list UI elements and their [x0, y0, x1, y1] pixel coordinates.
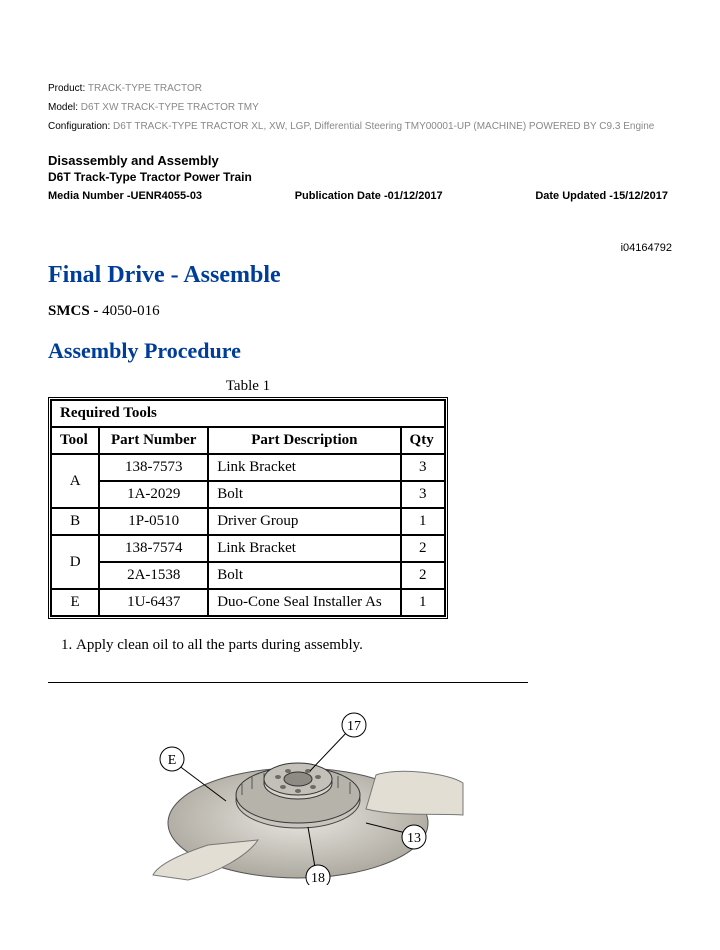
smcs-line: SMCS - 4050-016 [48, 303, 672, 320]
meta-model: Model: D6T XW TRACK-TYPE TRACTOR TMY [48, 99, 672, 116]
callout-13: 13 [407, 831, 421, 846]
table-row: D 138-7574 Link Bracket 2 [51, 535, 445, 562]
media-number: Media Number -UENR4055-03 [48, 190, 202, 202]
separator [48, 682, 528, 683]
required-tools-table: Required Tools Tool Part Number Part Des… [48, 397, 448, 619]
col-tool: Tool [51, 427, 99, 454]
section-title: Disassembly and Assembly [48, 153, 672, 168]
qty-cell: 1 [401, 508, 445, 535]
desc-cell: Driver Group [208, 508, 400, 535]
tool-cell: D [51, 535, 99, 589]
pn-cell: 1A-2029 [99, 481, 208, 508]
product-label: Product: [48, 83, 85, 94]
publication-date: Publication Date -01/12/2017 [295, 190, 443, 202]
required-tools-header: Required Tools [51, 400, 445, 427]
pn-cell: 138-7573 [99, 454, 208, 481]
illustration: E 17 13 18 [148, 705, 468, 885]
assembly-illustration: E 17 13 18 [148, 705, 468, 885]
config-value: D6T TRACK-TYPE TRACTOR XL, XW, LGP, Diff… [113, 121, 654, 132]
pn-cell: 1U-6437 [99, 589, 208, 616]
pn-cell: 1P-0510 [99, 508, 208, 535]
document-reference: i04164792 [48, 242, 672, 254]
desc-cell: Bolt [208, 562, 400, 589]
table-caption: Table 1 [48, 378, 448, 395]
col-part-number: Part Number [99, 427, 208, 454]
meta-config: Configuration: D6T TRACK-TYPE TRACTOR XL… [48, 118, 672, 135]
desc-cell: Link Bracket [208, 535, 400, 562]
page-title: Final Drive - Assemble [48, 262, 672, 289]
model-value: D6T XW TRACK-TYPE TRACTOR TMY [81, 102, 259, 113]
meta-product: Product: TRACK-TYPE TRACTOR [48, 80, 672, 97]
step-1: Apply clean oil to all the parts during … [76, 637, 672, 654]
section-subtitle: D6T Track-Type Tractor Power Train [48, 170, 672, 184]
tool-cell: B [51, 508, 99, 535]
desc-cell: Duo-Cone Seal Installer As [208, 589, 400, 616]
smcs-value: 4050-016 [102, 303, 160, 319]
col-part-desc: Part Description [208, 427, 400, 454]
qty-cell: 3 [401, 454, 445, 481]
table-row: 1A-2029 Bolt 3 [51, 481, 445, 508]
callout-17: 17 [347, 719, 361, 734]
publication-row: Media Number -UENR4055-03 Publication Da… [48, 190, 668, 202]
config-label: Configuration: [48, 121, 110, 132]
pn-cell: 2A-1538 [99, 562, 208, 589]
smcs-label: SMCS - [48, 303, 98, 319]
date-updated: Date Updated -15/12/2017 [535, 190, 668, 202]
pn-cell: 138-7574 [99, 535, 208, 562]
table-row: Required Tools [51, 400, 445, 427]
callout-18: 18 [311, 871, 325, 885]
metadata-block: Product: TRACK-TYPE TRACTOR Model: D6T X… [48, 80, 672, 135]
qty-cell: 3 [401, 481, 445, 508]
qty-cell: 2 [401, 562, 445, 589]
table-row: Tool Part Number Part Description Qty [51, 427, 445, 454]
model-label: Model: [48, 102, 78, 113]
table-row: 2A-1538 Bolt 2 [51, 562, 445, 589]
table-row: B 1P-0510 Driver Group 1 [51, 508, 445, 535]
qty-cell: 1 [401, 589, 445, 616]
callout-e: E [168, 753, 177, 768]
table-row: E 1U-6437 Duo-Cone Seal Installer As 1 [51, 589, 445, 616]
qty-cell: 2 [401, 535, 445, 562]
col-qty: Qty [401, 427, 445, 454]
assembly-steps: Apply clean oil to all the parts during … [48, 637, 672, 654]
desc-cell: Bolt [208, 481, 400, 508]
desc-cell: Link Bracket [208, 454, 400, 481]
assembly-procedure-heading: Assembly Procedure [48, 338, 672, 364]
tool-cell: E [51, 589, 99, 616]
table-row: A 138-7573 Link Bracket 3 [51, 454, 445, 481]
tool-cell: A [51, 454, 99, 508]
product-value: TRACK-TYPE TRACTOR [88, 83, 202, 94]
